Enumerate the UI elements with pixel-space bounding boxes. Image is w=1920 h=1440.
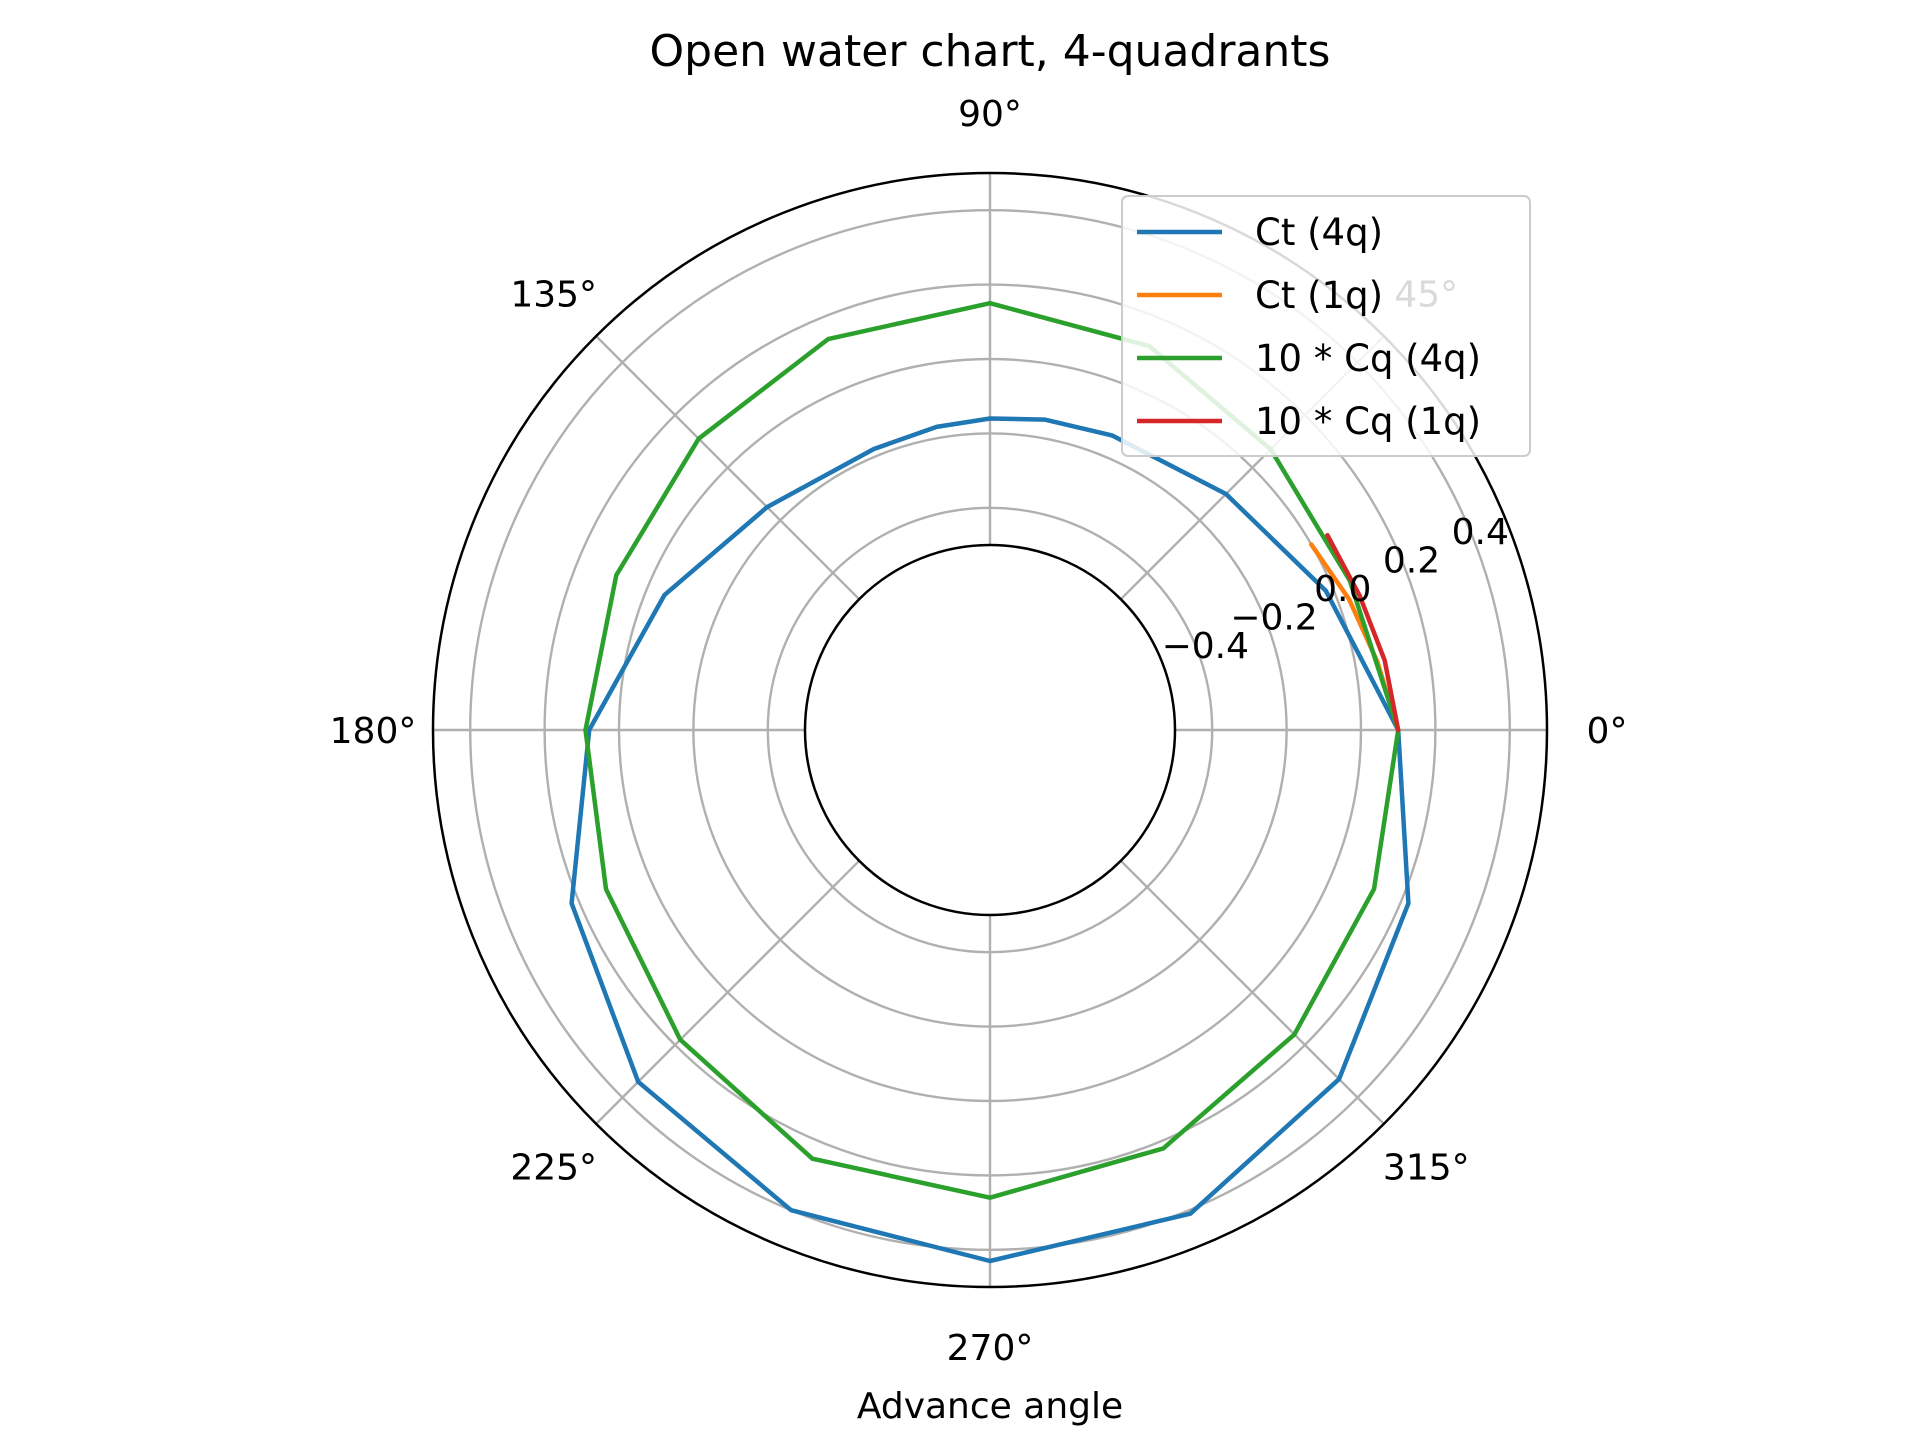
inner-boundary	[803, 543, 1177, 917]
legend-box	[1121, 195, 1531, 457]
radial-gridline	[543, 283, 1437, 1177]
radial-tick-label: 0.0	[1314, 569, 1371, 610]
angle-tick-label: 315°	[1383, 1147, 1470, 1188]
angle-tick-label: 0°	[1587, 711, 1628, 752]
legend-entry-label: Ct (4q)	[1255, 211, 1383, 254]
angle-tick-label: 180°	[330, 711, 417, 752]
radial-tick-label: −0.2	[1230, 597, 1317, 638]
radial-tick-label: 0.2	[1383, 541, 1440, 582]
radial-tick-labels: −0.4−0.20.0 0.2 0.4	[1162, 512, 1509, 667]
series-line-0	[569, 416, 1411, 1264]
radial-tick-label: 0.4	[1452, 512, 1509, 553]
radial-tick-label: −0.4	[1162, 626, 1249, 667]
outer-boundary	[431, 171, 1549, 1289]
series-line-3	[1325, 532, 1401, 733]
polar-grid	[431, 171, 1549, 1289]
radial-gridline	[692, 432, 1288, 1028]
chart-title: Open water chart, 4-quadrants	[650, 26, 1331, 77]
radial-gridline	[766, 506, 1214, 954]
legend-entry-label: 10 * Cq (1q)	[1255, 400, 1481, 443]
angle-tick-label: 270°	[947, 1328, 1034, 1369]
radial-gridline	[469, 209, 1511, 1251]
legend-entry-label: Ct (1q)	[1255, 274, 1383, 317]
legend-entry-label: 10 * Cq (4q)	[1255, 337, 1481, 380]
legend: Ct (4q) Ct (1q) 10 * Cq (4q) 10 * Cq (1q)	[1121, 195, 1531, 457]
x-axis-label: Advance angle	[857, 1386, 1123, 1427]
angle-tick-label: 90°	[958, 94, 1022, 135]
angle-tick-label: 135°	[510, 275, 597, 316]
angle-tick-label: 225°	[510, 1147, 597, 1188]
radial-gridline	[617, 357, 1363, 1103]
